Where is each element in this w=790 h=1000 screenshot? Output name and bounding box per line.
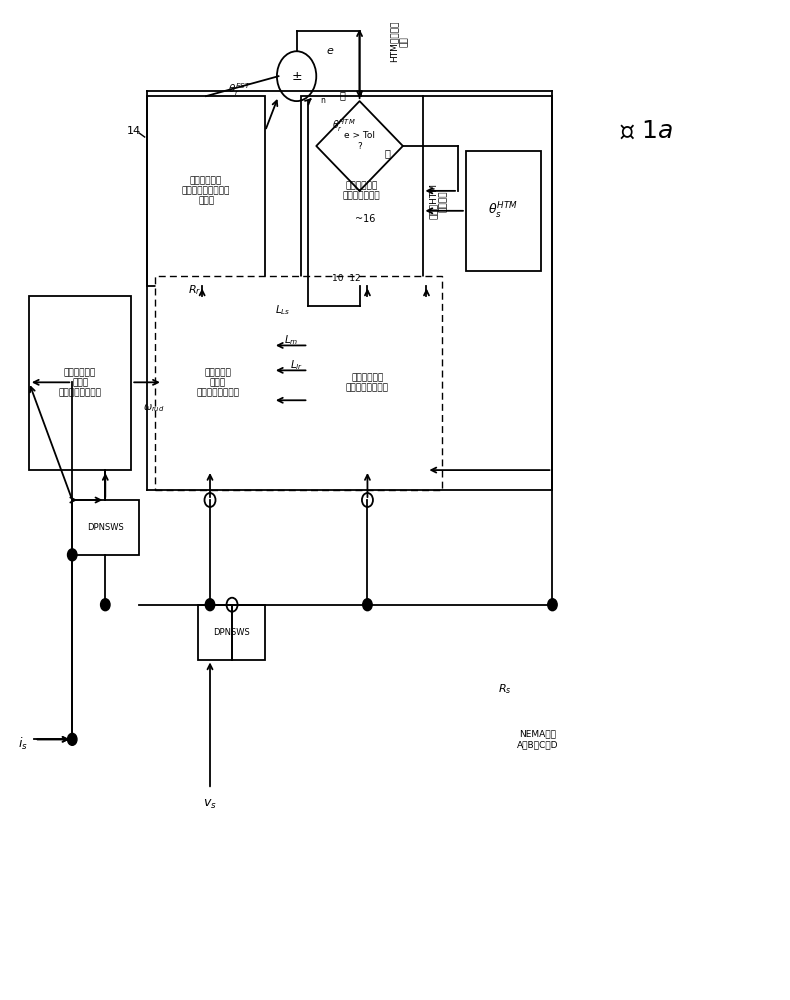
- Bar: [308, 296, 427, 470]
- Bar: [198, 605, 265, 660]
- Text: $L_{Ls}$: $L_{Ls}$: [276, 304, 291, 317]
- Text: HTM参数保持
不变: HTM参数保持 不变: [389, 21, 408, 62]
- Circle shape: [363, 599, 372, 611]
- Bar: [163, 296, 273, 470]
- Circle shape: [67, 733, 77, 745]
- Text: $R_s$: $R_s$: [498, 683, 512, 696]
- Text: 否: 否: [340, 90, 345, 100]
- Text: DPNSWS: DPNSWS: [88, 523, 124, 532]
- Text: ~16: ~16: [355, 214, 375, 224]
- Text: 是: 是: [384, 148, 390, 158]
- Text: 电感估计算法
（等效电路模型）: 电感估计算法 （等效电路模型）: [346, 373, 389, 393]
- Text: e > Tol
?: e > Tol ?: [344, 131, 375, 151]
- Text: $\pm$: $\pm$: [291, 70, 303, 83]
- Text: 14: 14: [126, 126, 141, 136]
- Bar: [155, 276, 442, 490]
- Text: 定子温度估计
（混合热模型）: 定子温度估计 （混合热模型）: [343, 181, 380, 201]
- Text: 突出谱波速度
检测器
（磁性变出模型）: 突出谱波速度 检测器 （磁性变出模型）: [58, 368, 102, 398]
- Text: 新一轮HTM
参数调谐: 新一轮HTM 参数调谐: [429, 183, 448, 219]
- Text: $\theta_r^{HTM}$: $\theta_r^{HTM}$: [332, 118, 356, 134]
- Text: 10  12: 10 12: [332, 274, 360, 283]
- Circle shape: [547, 599, 557, 611]
- Text: $\omega_{rud}$: $\omega_{rud}$: [142, 402, 164, 414]
- Text: 转子电阻估
计算法
（等效电路模型）: 转子电阻估 计算法 （等效电路模型）: [197, 368, 239, 398]
- Circle shape: [205, 599, 215, 611]
- Text: e: e: [326, 46, 333, 56]
- Bar: [147, 96, 265, 286]
- Text: 转子温度估计
（电阻变化对于温度
变化）: 转子温度估计 （电阻变化对于温度 变化）: [182, 176, 230, 206]
- Text: $\theta_r^{EST}$: $\theta_r^{EST}$: [228, 81, 251, 98]
- Text: $i_s$: $i_s$: [17, 736, 28, 752]
- Circle shape: [100, 599, 110, 611]
- Text: $L_{lr}$: $L_{lr}$: [290, 358, 303, 372]
- Bar: [72, 500, 139, 555]
- Bar: [300, 96, 423, 286]
- Text: n: n: [320, 96, 325, 105]
- Text: $R_r$: $R_r$: [187, 284, 201, 297]
- Text: $L_m$: $L_m$: [284, 334, 299, 347]
- Text: $\theta_s^{HTM}$: $\theta_s^{HTM}$: [488, 201, 518, 221]
- Bar: [466, 151, 540, 271]
- Text: DPNSWS: DPNSWS: [213, 628, 250, 637]
- Circle shape: [67, 549, 77, 561]
- Text: $v_s$: $v_s$: [203, 798, 217, 811]
- Text: NEMA设计
A、B、C或D: NEMA设计 A、B、C或D: [517, 730, 559, 749]
- Text: 图 $1a$: 图 $1a$: [620, 119, 674, 143]
- Bar: [29, 296, 131, 470]
